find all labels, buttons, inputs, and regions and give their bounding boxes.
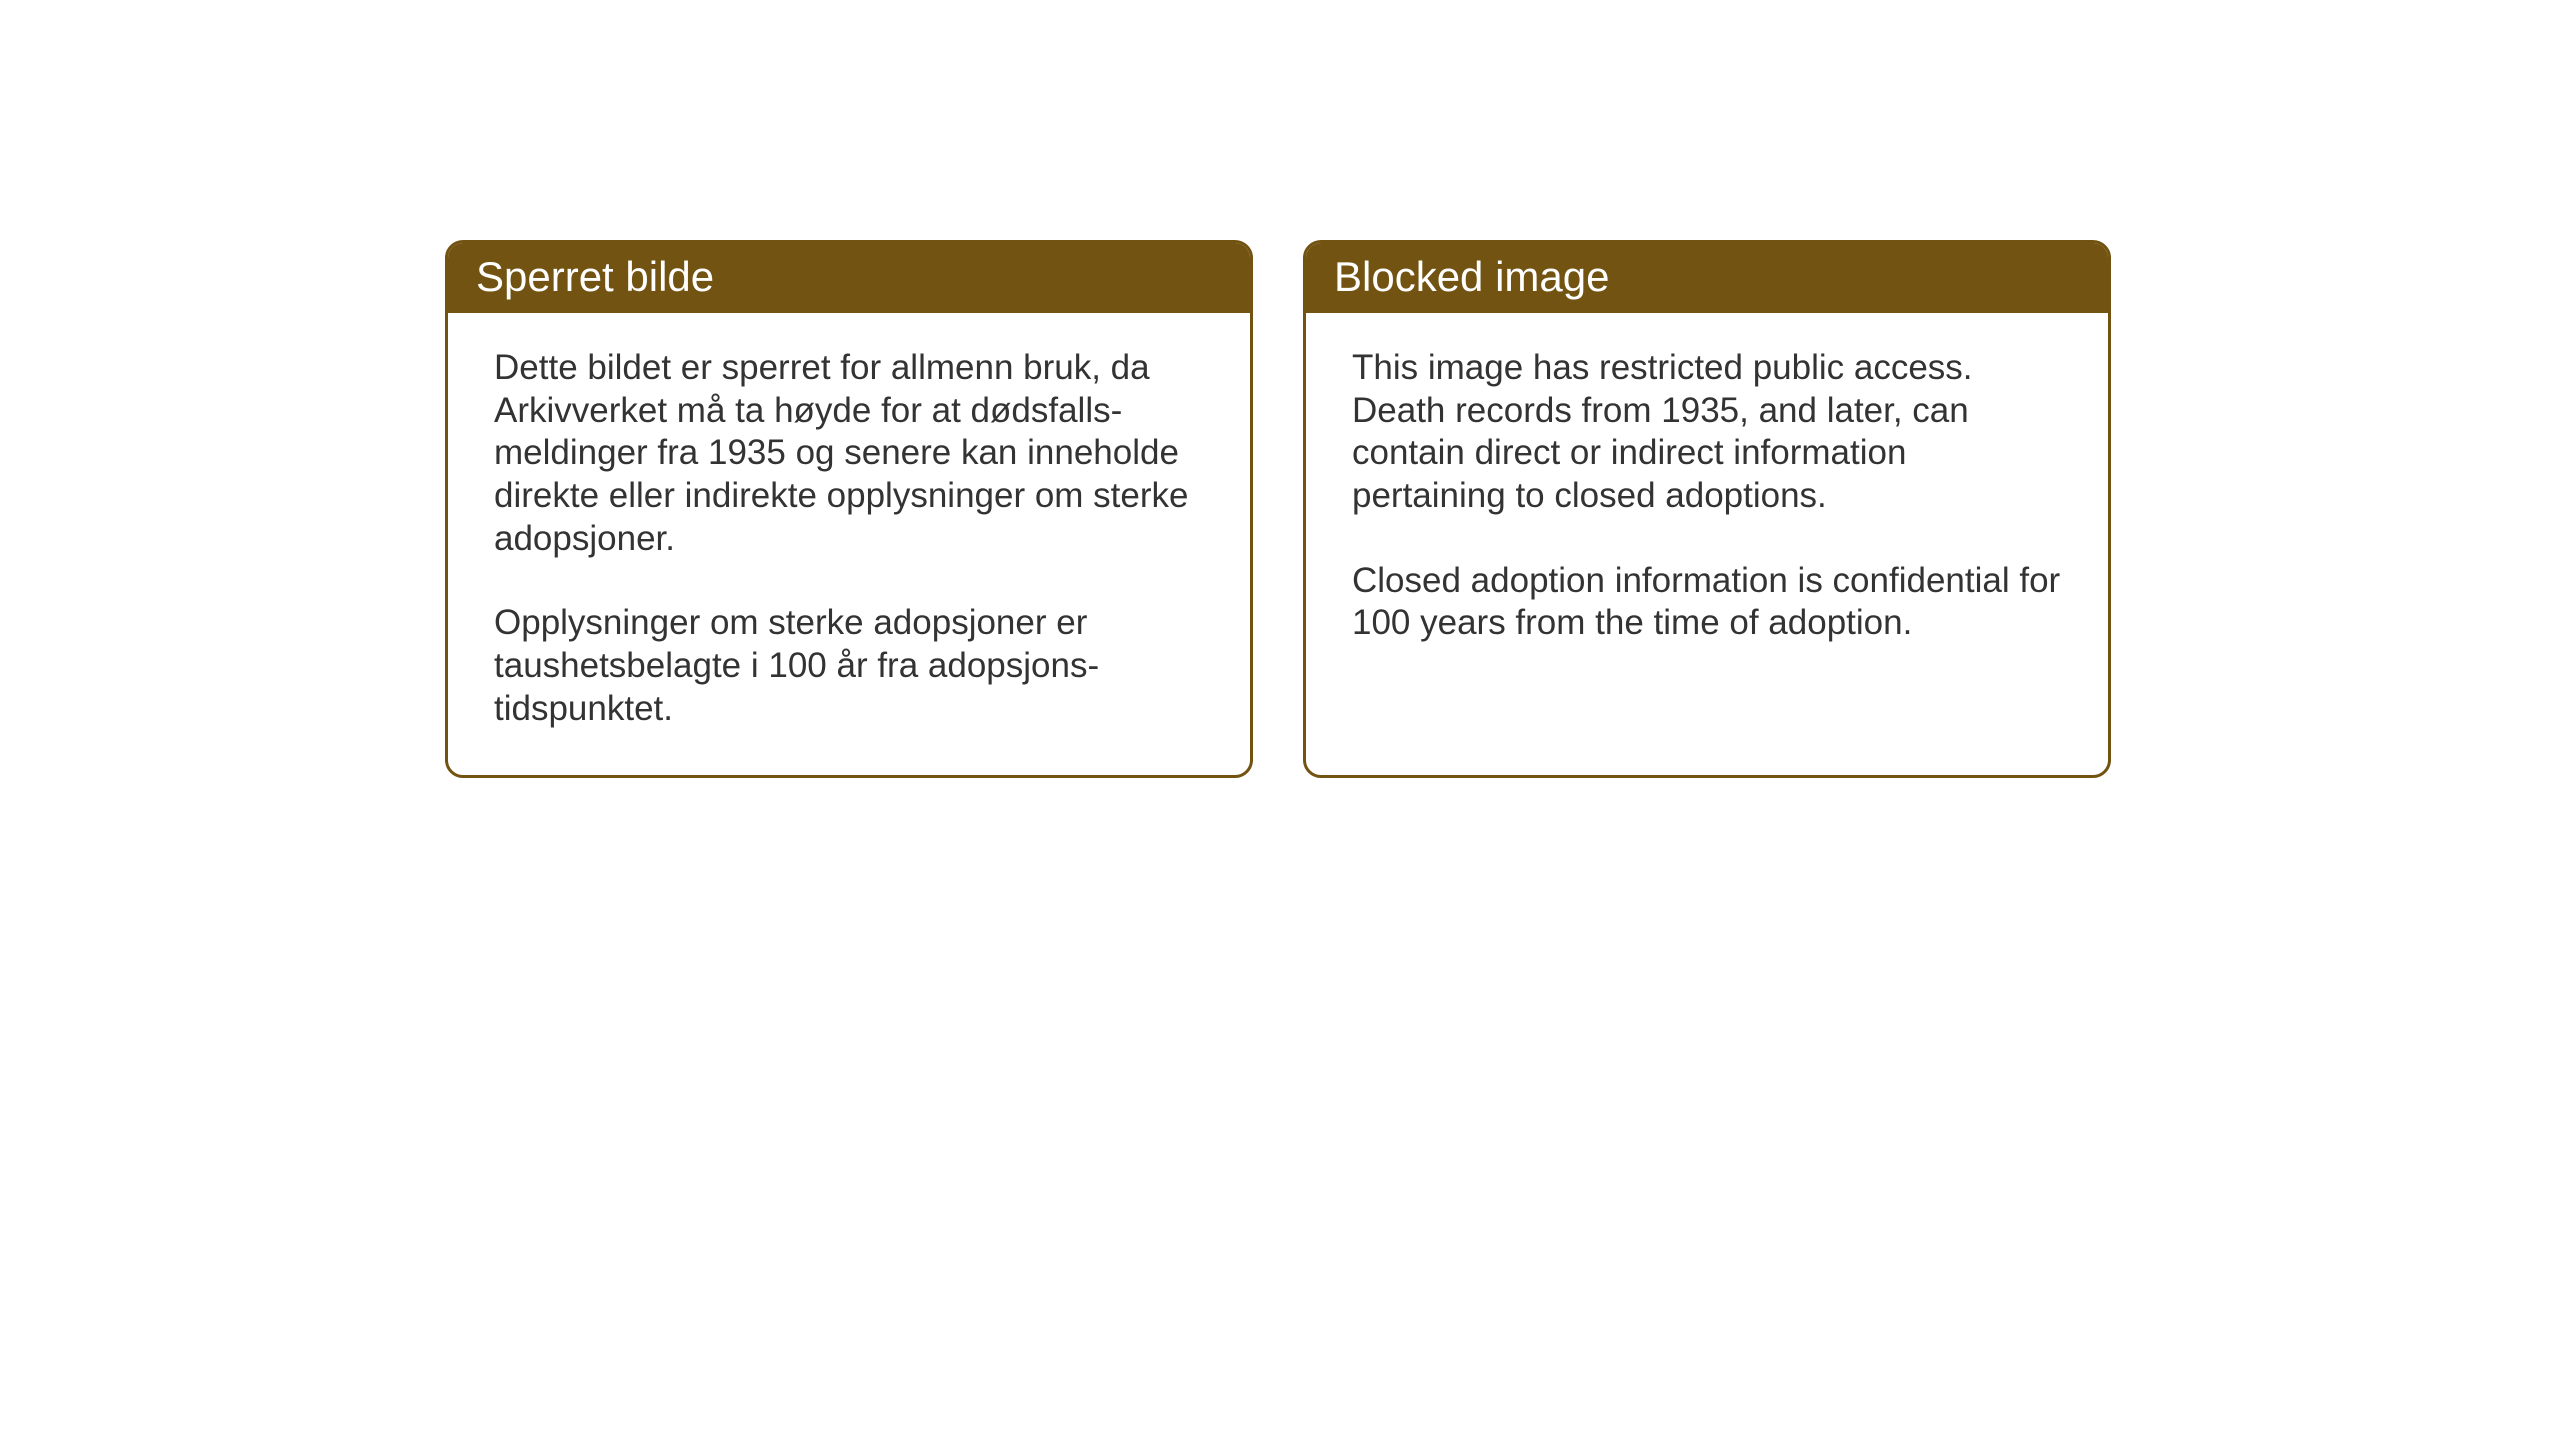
- card-header-norwegian: Sperret bilde: [448, 243, 1250, 313]
- notice-card-english: Blocked image This image has restricted …: [1303, 240, 2111, 778]
- card-body-english: This image has restricted public access.…: [1306, 313, 2108, 689]
- paragraph-english-2: Closed adoption information is confident…: [1352, 560, 2062, 645]
- card-header-english: Blocked image: [1306, 243, 2108, 313]
- notice-container: Sperret bilde Dette bildet er sperret fo…: [445, 240, 2111, 778]
- paragraph-norwegian-2: Opplysninger om sterke adopsjoner er tau…: [494, 602, 1204, 730]
- paragraph-norwegian-1: Dette bildet er sperret for allmenn bruk…: [494, 347, 1204, 560]
- paragraph-english-1: This image has restricted public access.…: [1352, 347, 2062, 518]
- card-body-norwegian: Dette bildet er sperret for allmenn bruk…: [448, 313, 1250, 775]
- notice-card-norwegian: Sperret bilde Dette bildet er sperret fo…: [445, 240, 1253, 778]
